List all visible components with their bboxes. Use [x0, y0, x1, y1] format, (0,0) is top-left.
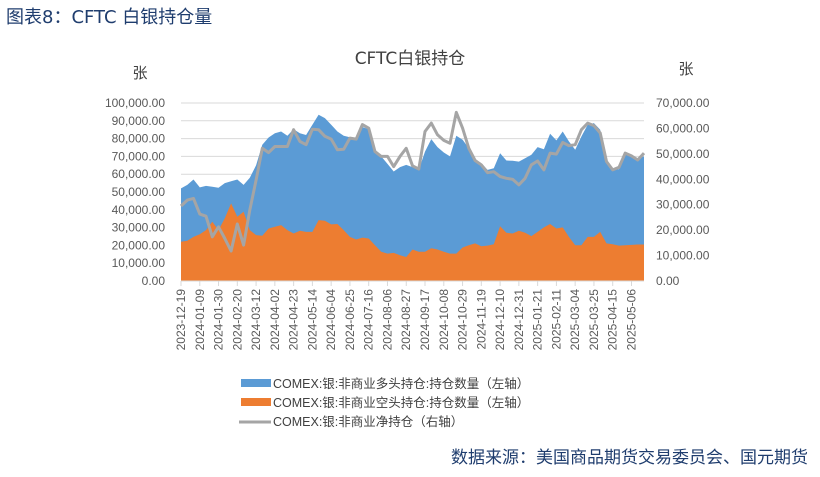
x-tick-label: 2024-10-29 [456, 289, 470, 351]
x-tick-label: 2024-09-17 [418, 289, 432, 351]
left-tick-label: 40,000.00 [112, 203, 166, 217]
x-tick-label: 2025-03-04 [568, 289, 582, 351]
x-tick-label: 2025-01-21 [531, 289, 545, 351]
legend-entry: COMEX:银:非商业空头持仓:持仓数量（左轴） [273, 395, 529, 410]
x-tick-label: 2024-01-30 [212, 289, 226, 351]
right-tick-label: 30,000.00 [656, 198, 710, 212]
left-tick-label: 50,000.00 [112, 185, 166, 199]
right-tick-label: 0.00 [656, 274, 680, 288]
x-tick-label: 2025-02-11 [549, 289, 563, 350]
legend-entry: COMEX:银:非商业净持仓（右轴） [273, 414, 463, 429]
left-tick-label: 30,000.00 [112, 221, 166, 235]
right-tick-label: 10,000.00 [656, 249, 710, 263]
left-tick-label: 10,000.00 [112, 256, 166, 270]
right-tick-label: 50,000.00 [656, 147, 710, 161]
line-series-2 [179, 110, 646, 253]
x-tick-label: 2024-12-10 [493, 289, 507, 351]
left-axis-label: 张 [132, 64, 147, 82]
left-tick-label: 60,000.00 [112, 167, 166, 181]
left-tick-label: 70,000.00 [112, 149, 166, 163]
x-tick-label: 2024-12-31 [512, 289, 526, 351]
x-tick-label: 2024-07-16 [362, 289, 376, 351]
x-tick-label: 2025-03-25 [587, 289, 601, 351]
x-tick-label: 2024-05-14 [305, 289, 319, 351]
x-tick-label: 2024-06-04 [324, 289, 338, 351]
x-tick-label: 2024-11-19 [474, 289, 488, 350]
x-tick-label: 2024-10-08 [437, 289, 451, 351]
legend-entry: COMEX:银:非商业多头持仓:持仓数量（左轴） [273, 376, 529, 391]
figure-title: 图表8：CFTC 白银持仓量 [6, 7, 213, 28]
left-tick-label: 100,000.00 [105, 96, 165, 110]
x-tick-label: 2024-03-12 [249, 289, 263, 351]
x-tick-label: 2024-06-25 [343, 289, 357, 351]
right-axis-label: 张 [678, 60, 693, 78]
x-tick-label: 2023-12-19 [174, 289, 188, 351]
left-tick-label: 20,000.00 [112, 238, 166, 252]
x-tick-label: 2024-04-02 [268, 289, 282, 351]
legend-swatch [241, 398, 271, 406]
x-tick-label: 2024-04-23 [287, 289, 301, 351]
source-note: 数据来源：美国商品期货交易委员会、国元期货 [451, 448, 808, 468]
right-tick-label: 70,000.00 [656, 96, 710, 110]
left-tick-label: 0.00 [142, 274, 166, 288]
right-tick-label: 60,000.00 [656, 121, 710, 135]
left-tick-label: 80,000.00 [112, 132, 166, 146]
x-tick-label: 2024-08-06 [380, 289, 394, 351]
chart-title: CFTC白银持仓 [355, 49, 466, 69]
x-tick-label: 2025-05-06 [624, 289, 638, 351]
left-tick-label: 90,000.00 [112, 114, 166, 128]
x-tick-label: 2024-08-27 [399, 289, 413, 351]
x-tick-label: 2025-04-15 [606, 289, 620, 351]
x-tick-label: 2024-01-09 [193, 289, 207, 351]
area-series-1 [181, 203, 644, 281]
right-tick-label: 20,000.00 [656, 223, 710, 237]
right-tick-label: 40,000.00 [656, 172, 710, 186]
x-tick-label: 2024-02-20 [230, 289, 244, 351]
legend-swatch [241, 379, 271, 387]
